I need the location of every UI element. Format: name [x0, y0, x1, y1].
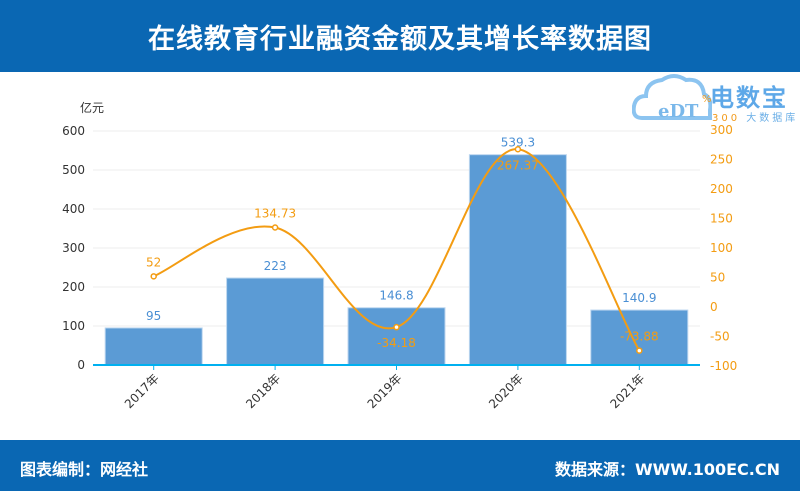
line-data-label: 52 [146, 255, 161, 269]
line-data-label: -34.18 [377, 336, 416, 350]
svg-text:%: % [702, 94, 712, 105]
x-tick-label: 2020年 [486, 371, 526, 411]
line-data-label: 267.37 [497, 158, 539, 172]
line-point [271, 224, 279, 231]
y2-tick-label: -100 [710, 359, 737, 373]
line-data-label: -73.88 [620, 330, 659, 344]
bar [468, 154, 567, 366]
x-tick-label: 2018年 [243, 371, 283, 411]
y-tick-label: 600 [62, 124, 85, 138]
line-point [150, 273, 157, 280]
footer-source-right: 数据来源：WWW.100EC.CN [554, 460, 780, 479]
bar-data-label: 146.8 [379, 289, 413, 303]
y2-tick-label: 300 [710, 123, 733, 137]
y-tick-label: 300 [62, 241, 85, 255]
growth-rate-line [153, 148, 641, 352]
y2-tick-label: 200 [710, 182, 733, 196]
x-tick-label: 2017年 [122, 371, 162, 411]
line-data-label: 134.73 [254, 207, 296, 221]
y-tick-label: 100 [62, 319, 85, 333]
svg-text:eDT: eDT [658, 101, 699, 122]
footer: 图表编制：网经社 数据来源：WWW.100EC.CN [0, 440, 800, 491]
bar [590, 309, 689, 366]
y2-tick-label: 50 [710, 271, 725, 285]
y2-tick-label: 250 [710, 153, 733, 167]
bar-data-label: 95 [146, 309, 161, 323]
y2-tick-label: 150 [710, 212, 733, 226]
y-tick-label: 0 [77, 358, 85, 372]
y-axis-label: 亿元 [80, 100, 104, 115]
bar [226, 277, 325, 366]
logo-sub: 300 大数据库 [712, 113, 799, 124]
line-point [636, 347, 643, 354]
bar-data-label: 539.3 [501, 136, 535, 150]
chart-title: 在线教育行业融资金额及其增长率数据图 [0, 0, 800, 72]
x-tick-label: 2021年 [607, 371, 647, 411]
cloud-logo-icon: eDT% [632, 74, 712, 122]
x-tick-label: 2019年 [365, 371, 405, 411]
y2-tick-label: 0 [710, 300, 718, 314]
y-tick-label: 500 [62, 163, 85, 177]
bar-data-label: 223 [264, 259, 287, 273]
y2-tick-label: -50 [710, 330, 730, 344]
footer-source-left: 图表编制：网经社 [20, 460, 149, 479]
y-tick-label: 200 [62, 280, 85, 294]
watermark-logo: eDT% 电数宝 300 大数据库 [632, 72, 800, 124]
y2-tick-label: 100 [710, 241, 733, 255]
chart: 0 100 200 300 400 500 600 亿元 -100 -50 0 50 100 150 200… [62, 100, 737, 411]
line-point [514, 146, 522, 153]
bar [104, 327, 203, 366]
line-point [393, 323, 400, 331]
y-tick-label: 400 [62, 202, 85, 216]
logo-name: 电数宝 [710, 84, 788, 112]
bar-data-label: 140.9 [622, 291, 656, 305]
